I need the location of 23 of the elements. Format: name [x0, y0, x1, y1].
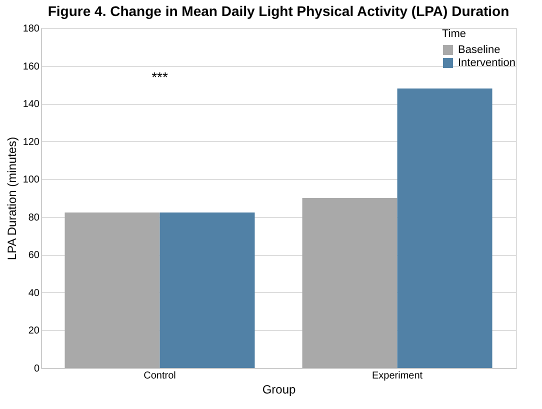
y-tick-label: 140 — [22, 99, 40, 110]
x-tick-label: Control — [144, 370, 176, 382]
bar — [397, 88, 492, 368]
y-tick-label: 180 — [22, 24, 40, 34]
y-tick-label: 80 — [28, 212, 40, 224]
annotation: *** — [152, 69, 168, 85]
legend-label: Baseline — [458, 44, 500, 56]
y-tick-label: 120 — [22, 136, 40, 148]
y-tick-label: 40 — [28, 288, 40, 299]
y-tick-label: 0 — [34, 364, 40, 374]
x-axis-title: Group — [262, 382, 296, 396]
y-tick-label: 60 — [28, 250, 40, 262]
legend-label: Intervention — [458, 57, 516, 69]
legend-title: Time — [442, 28, 466, 40]
chart-title: Figure 4. Change in Mean Daily Light Physical Activity (LPA) Duration — [48, 3, 510, 19]
x-tick-label: Experiment — [372, 370, 423, 382]
y-tick-label: 20 — [28, 326, 40, 337]
y-axis-title: LPA Duration (minutes) — [4, 136, 19, 260]
bar — [64, 212, 160, 368]
y-tick-label: 160 — [22, 61, 40, 72]
bar — [302, 198, 398, 368]
y-tick-label: 100 — [22, 174, 40, 186]
bar — [160, 212, 255, 368]
